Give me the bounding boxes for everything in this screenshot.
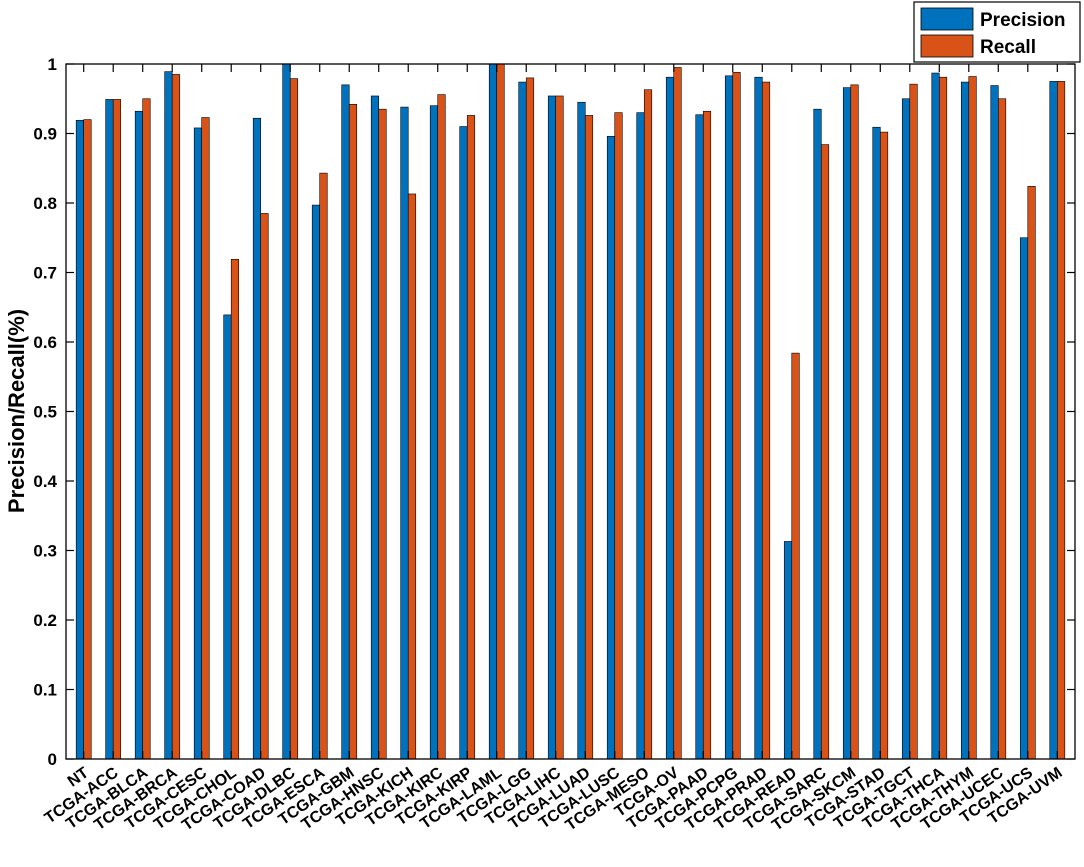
bar-precision-tcga-paad bbox=[695, 114, 704, 760]
bar-precision-tcga-sarc bbox=[813, 108, 822, 760]
bar-recall-tcga-laml bbox=[496, 63, 505, 760]
bar-recall-tcga-paad bbox=[702, 110, 712, 760]
bar-recall-tcga-tgct bbox=[909, 83, 918, 760]
y-tick-label: 0.5 bbox=[33, 403, 57, 422]
bar-recall-tcga-ucec bbox=[997, 98, 1007, 760]
bar-recall-tcga-skcm bbox=[850, 84, 859, 760]
bar-recall-tcga-coad bbox=[260, 213, 269, 760]
legend-label-precision: Precision bbox=[980, 10, 1066, 31]
bar-precision-tcga-hnsc bbox=[370, 95, 380, 760]
bar-recall-tcga-stad bbox=[879, 131, 889, 760]
y-tick-label: 0.3 bbox=[33, 542, 57, 561]
bar-recall-tcga-thym bbox=[968, 76, 977, 760]
bar-recall-tcga-meso bbox=[643, 89, 653, 760]
bar-precision-tcga-kich bbox=[400, 106, 409, 760]
bars-group bbox=[75, 63, 1066, 760]
bar-recall-tcga-lihc bbox=[555, 95, 564, 760]
bar-recall-tcga-thca bbox=[938, 76, 948, 760]
bar-recall-tcga-gbm bbox=[348, 104, 358, 760]
bar-recall-tcga-uvm bbox=[1056, 81, 1066, 760]
bar-recall-tcga-acc bbox=[112, 99, 122, 760]
bar-recall-tcga-dlbc bbox=[289, 78, 299, 760]
legend-swatch-recall bbox=[920, 34, 974, 58]
bar-precision-tcga-lusc bbox=[606, 135, 616, 760]
y-tick-label: 0.6 bbox=[33, 333, 57, 352]
bar-precision-tcga-kirc bbox=[429, 105, 439, 760]
bar-recall-tcga-luad bbox=[584, 115, 594, 760]
bar-recall-tcga-chol bbox=[230, 258, 240, 760]
bar-recall-tcga-cesc bbox=[201, 117, 210, 760]
y-axis: 0 0.1 0.2 0.3 0.4 0.5 0.6 0.7 0.8 0.9 1 bbox=[33, 55, 1075, 769]
bar-precision-tcga-luad bbox=[577, 101, 586, 760]
bar-precision-tcga-thca bbox=[931, 72, 940, 760]
bar-recall-tcga-pcpg bbox=[732, 72, 741, 760]
bar-precision-tcga-cesc bbox=[193, 127, 203, 760]
bar-precision-tcga-skcm bbox=[842, 87, 852, 760]
axes-frame bbox=[65, 63, 1076, 760]
bar-recall-tcga-brca bbox=[171, 74, 181, 760]
bar-precision-tcga-acc bbox=[105, 99, 114, 760]
bar-precision-tcga-blca bbox=[134, 110, 144, 760]
legend: Precision Recall bbox=[913, 1, 1081, 63]
bar-recall-tcga-esca bbox=[319, 172, 328, 760]
bar-recall-tcga-ucs bbox=[1027, 186, 1036, 760]
bar-recall-tcga-hnsc bbox=[378, 108, 387, 760]
bar-precision-tcga-ov bbox=[665, 76, 675, 760]
bar-precision-tcga-coad bbox=[252, 117, 262, 760]
y-tick-label: 0.9 bbox=[33, 125, 57, 144]
bar-recall-tcga-read bbox=[791, 352, 800, 760]
bar-recall-tcga-kirc bbox=[437, 94, 446, 760]
bar-precision-tcga-lgg bbox=[518, 81, 527, 760]
bar-precision-tcga-stad bbox=[872, 126, 881, 760]
y-tick-label: 0.1 bbox=[33, 681, 57, 700]
y-tick-label: 0.2 bbox=[33, 611, 57, 630]
bar-precision-tcga-thym bbox=[960, 81, 970, 760]
bar-recall-tcga-sarc bbox=[820, 144, 830, 760]
bar-precision-tcga-ucs bbox=[1019, 237, 1029, 760]
y-tick-label: 1 bbox=[48, 55, 57, 74]
bar-recall-tcga-prad bbox=[761, 81, 771, 760]
legend-label-recall: Recall bbox=[980, 37, 1036, 58]
bar-recall-tcga-kich bbox=[407, 193, 417, 760]
bar-recall-tcga-lgg bbox=[525, 77, 535, 760]
bar-precision-tcga-dlbc bbox=[282, 63, 291, 760]
y-tick-label: 0.8 bbox=[33, 194, 57, 213]
bar-precision-tcga-kirp bbox=[459, 126, 468, 760]
bar-precision-tcga-pcpg bbox=[724, 75, 734, 760]
bar-recall-tcga-ov bbox=[673, 67, 682, 760]
bar-precision-tcga-chol bbox=[223, 314, 232, 760]
bar-precision-tcga-brca bbox=[164, 71, 173, 760]
bar-precision-tcga-laml bbox=[488, 63, 498, 760]
bar-precision-tcga-uvm bbox=[1049, 81, 1058, 760]
bar-precision-tcga-read bbox=[783, 541, 793, 760]
bar-precision-tcga-lihc bbox=[547, 95, 557, 760]
bar-precision-tcga-tgct bbox=[901, 98, 911, 760]
y-tick-label: 0 bbox=[48, 750, 57, 769]
bar-recall-tcga-lusc bbox=[614, 112, 623, 760]
y-tick-label: 0.4 bbox=[33, 472, 57, 491]
bar-precision-tcga-ucec bbox=[990, 85, 999, 760]
bar-precision-nt bbox=[75, 119, 85, 760]
y-axis-label: Precision/Recall(%) bbox=[4, 309, 29, 513]
bar-recall-nt bbox=[83, 119, 92, 760]
bar-precision-tcga-meso bbox=[636, 112, 645, 760]
bar-recall-tcga-blca bbox=[142, 98, 151, 760]
bar-precision-tcga-gbm bbox=[341, 84, 350, 760]
bar-precision-tcga-prad bbox=[754, 76, 763, 760]
legend-swatch-precision bbox=[920, 7, 974, 31]
bar-precision-tcga-esca bbox=[311, 204, 321, 760]
y-tick-label: 0.7 bbox=[33, 264, 57, 283]
bar-recall-tcga-kirp bbox=[466, 115, 476, 760]
